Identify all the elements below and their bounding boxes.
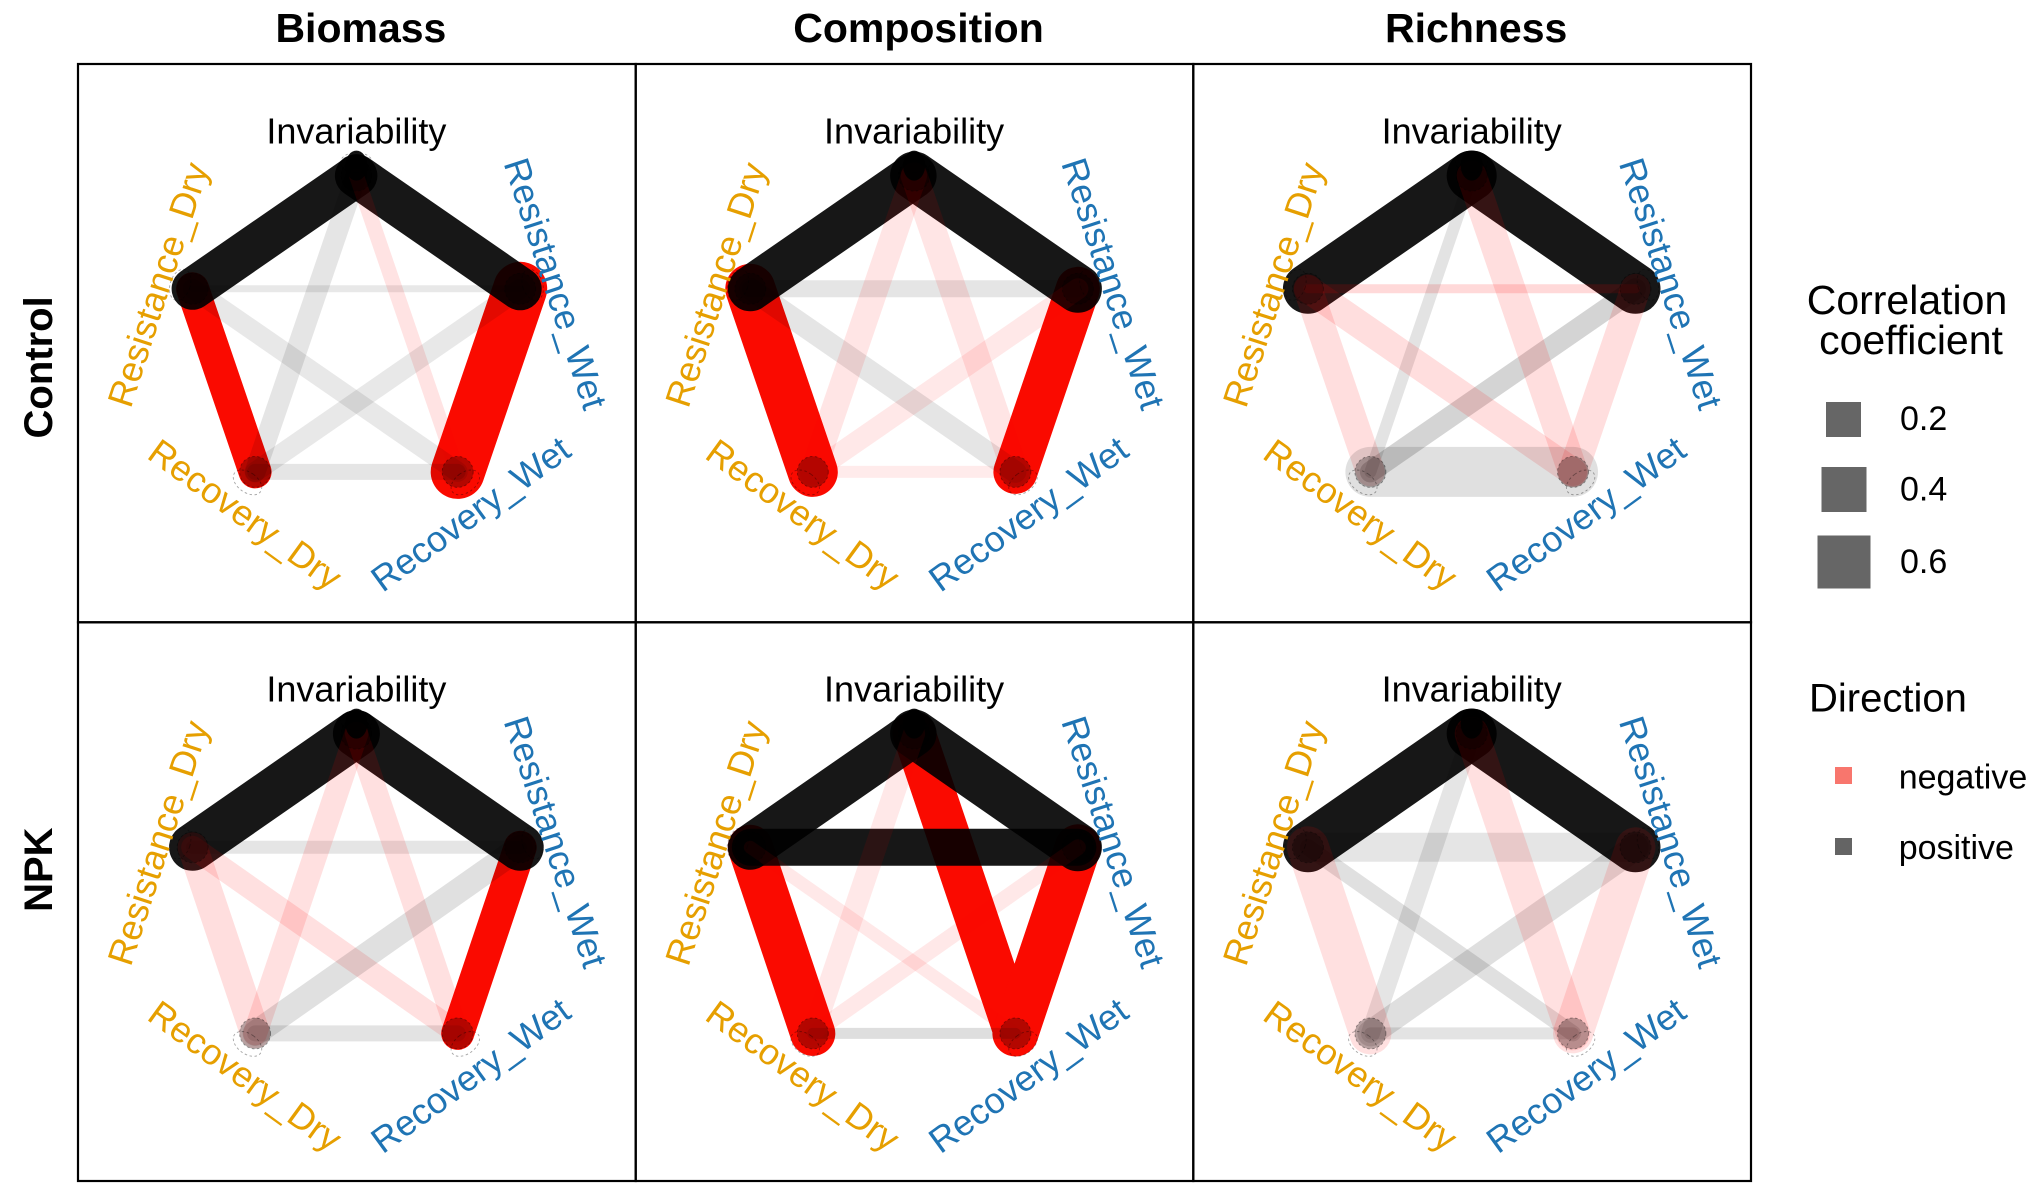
svg-text:0.4: 0.4	[1900, 471, 1947, 509]
svg-text:Invariability: Invariability	[266, 669, 446, 710]
svg-text:Invariability: Invariability	[1382, 110, 1562, 151]
svg-text:0.2: 0.2	[1900, 400, 1947, 438]
svg-text:Control: Control	[17, 296, 61, 438]
svg-text:positive: positive	[1899, 829, 2014, 867]
svg-text:coefficient: coefficient	[1819, 317, 2003, 363]
svg-text:Correlation: Correlation	[1807, 277, 2008, 323]
svg-text:Invariability: Invariability	[824, 669, 1004, 710]
svg-text:Richness: Richness	[1385, 5, 1567, 51]
svg-text:Direction: Direction	[1809, 676, 1967, 720]
svg-text:negative: negative	[1899, 759, 2028, 797]
svg-text:Biomass: Biomass	[275, 5, 446, 51]
svg-text:Invariability: Invariability	[1382, 669, 1562, 710]
svg-text:NPK: NPK	[17, 827, 61, 912]
svg-text:0.6: 0.6	[1900, 543, 1947, 581]
svg-text:Invariability: Invariability	[824, 110, 1004, 151]
svg-text:Invariability: Invariability	[266, 110, 446, 151]
svg-text:Composition: Composition	[793, 5, 1044, 51]
